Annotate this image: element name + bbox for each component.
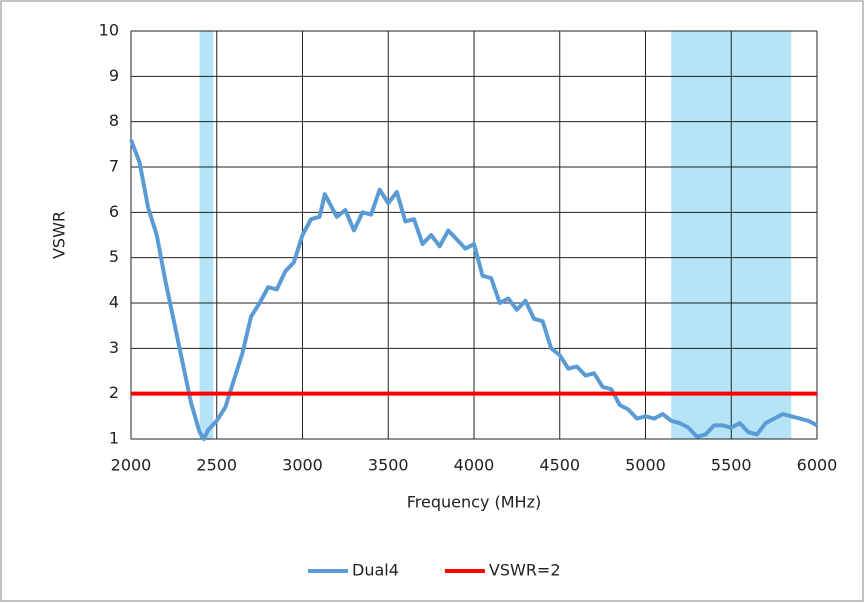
legend-label: Dual4 [352, 561, 399, 580]
x-tick-label: 5500 [711, 456, 752, 475]
x-tick-label: 2000 [111, 456, 152, 475]
x-tick-label: 5000 [625, 456, 666, 475]
x-tick-label: 3000 [282, 456, 323, 475]
y-tick-label: 7 [109, 157, 119, 176]
y-tick-label: 4 [109, 293, 119, 312]
y-tick-label: 10 [99, 21, 119, 40]
x-tick-label: 4500 [539, 456, 580, 475]
series-line [129, 139, 818, 441]
y-tick-label: 5 [109, 247, 119, 266]
y-tick-label: 2 [109, 383, 119, 402]
y-tick-label: 6 [109, 202, 119, 221]
x-axis-title: Frequency (MHz) [407, 493, 541, 512]
x-tick-label: 6000 [797, 456, 838, 475]
legend-label: VSWR=2 [489, 561, 561, 580]
x-tick-label: 4000 [454, 456, 495, 475]
y-tick-label: 3 [109, 338, 119, 357]
band [199, 31, 214, 439]
x-tick-label: 2500 [196, 456, 237, 475]
y-tick-label: 9 [109, 66, 119, 85]
y-tick-label: 1 [109, 429, 119, 448]
y-tick-label: 8 [109, 111, 119, 130]
y-axis-title: VSWR [50, 211, 69, 259]
x-tick-label: 3500 [368, 456, 409, 475]
